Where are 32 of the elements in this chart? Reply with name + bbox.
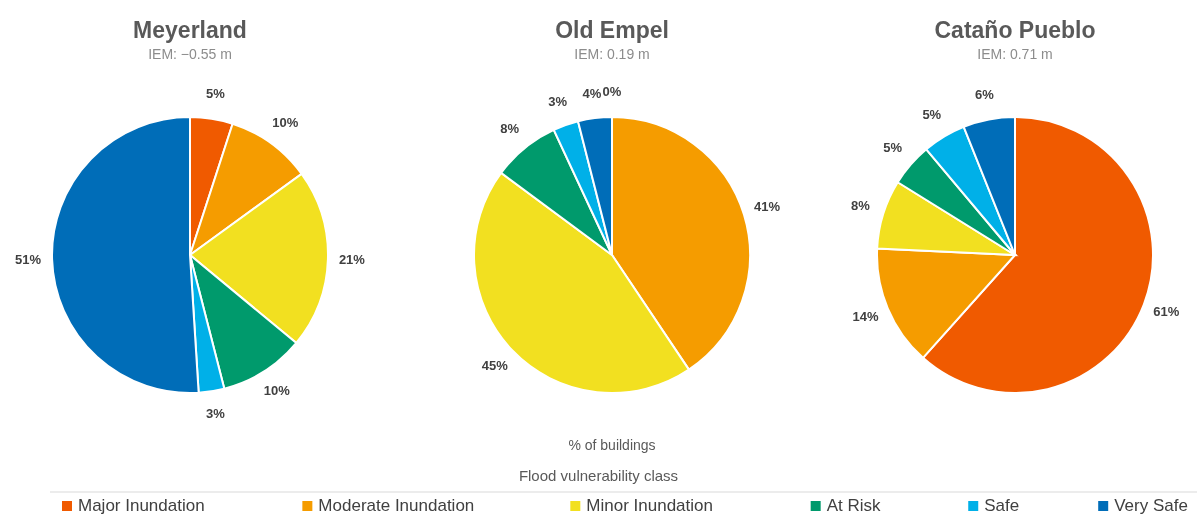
legend-label: Very Safe bbox=[1114, 496, 1188, 515]
data-label: 5% bbox=[922, 107, 942, 123]
chart-title: Old Empel bbox=[555, 17, 669, 43]
data-label: 5% bbox=[205, 86, 226, 102]
legend-label: Safe bbox=[984, 496, 1020, 515]
text: 0% bbox=[602, 84, 622, 100]
data-label: 14% bbox=[852, 309, 880, 325]
chart-title: Cataño Pueblo bbox=[934, 17, 1096, 43]
data-label: 10% bbox=[263, 383, 291, 399]
data-label: 8% bbox=[500, 120, 520, 136]
data-label: 45% bbox=[481, 358, 509, 374]
legend-label: At Risk bbox=[826, 496, 882, 515]
chart-title: Meyerland bbox=[133, 17, 247, 43]
data-label: 5% bbox=[883, 140, 903, 156]
legend-label: Moderate Inundation bbox=[318, 496, 475, 515]
legend-label: Minor Inundation bbox=[586, 496, 713, 515]
data-label: 4% bbox=[582, 85, 602, 101]
data-label: 3% bbox=[205, 406, 226, 422]
data-label: 8% bbox=[850, 198, 871, 214]
data-label: 6% bbox=[974, 87, 995, 103]
data-label: 10% bbox=[272, 115, 299, 131]
data-label: 61% bbox=[1153, 304, 1180, 320]
chart-subtitle: IEM: 0.19 m bbox=[574, 46, 650, 62]
chart-subtitle: IEM: −0.55 m bbox=[148, 46, 232, 62]
text: % of buildings bbox=[568, 437, 656, 453]
chart-subtitle: IEM: 0.71 m bbox=[977, 46, 1053, 62]
legend-title: Flood vulnerability class bbox=[518, 467, 679, 484]
data-label: 41% bbox=[753, 199, 781, 215]
data-label: 51% bbox=[15, 251, 42, 267]
data-label: 3% bbox=[548, 93, 568, 109]
legend-label: Major Inundation bbox=[78, 496, 205, 515]
data-label: 21% bbox=[338, 251, 366, 267]
